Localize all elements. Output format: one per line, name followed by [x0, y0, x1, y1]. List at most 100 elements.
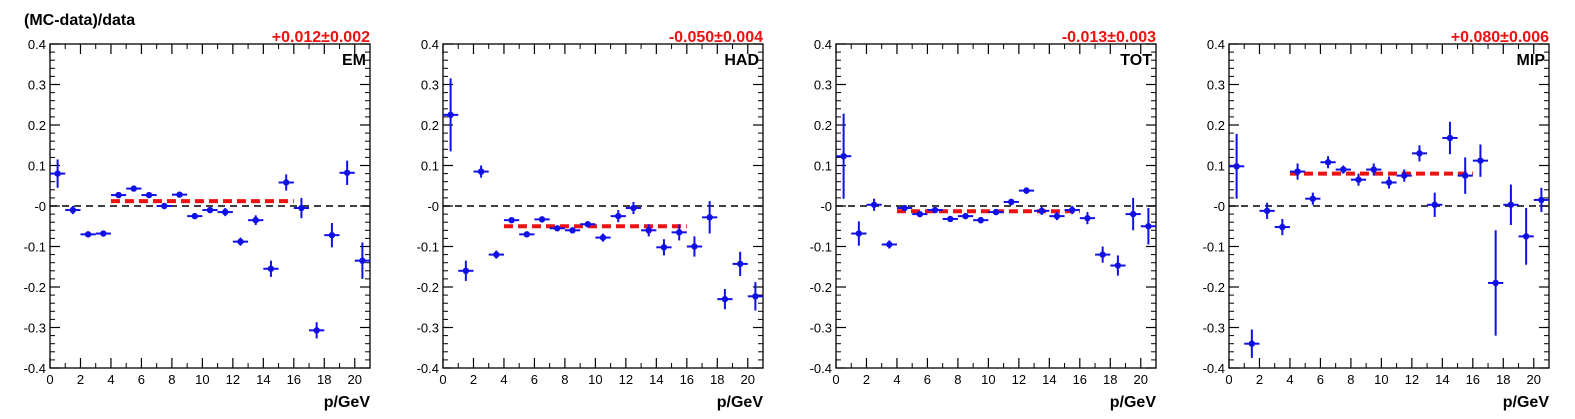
data-marker — [191, 212, 198, 220]
data-marker — [508, 216, 515, 224]
data-marker — [1114, 262, 1122, 269]
data-point — [656, 239, 672, 256]
data-point — [1125, 197, 1141, 231]
data-point — [50, 159, 66, 188]
y-tick-label: -0.3 — [1203, 321, 1225, 336]
data-point — [1003, 198, 1019, 206]
data-marker — [1340, 166, 1347, 173]
x-tick-label: 10 — [588, 372, 602, 387]
data-marker — [615, 212, 622, 220]
data-point — [1034, 206, 1050, 215]
x-axis-title: p/GeV — [1503, 394, 1550, 411]
x-tick-label: 10 — [195, 372, 209, 387]
data-marker — [554, 225, 561, 232]
y-tick-label: -0.4 — [1203, 361, 1225, 376]
data-point — [851, 221, 867, 246]
data-marker — [1248, 340, 1256, 347]
data-point — [80, 231, 96, 238]
data-marker — [706, 214, 713, 221]
y-tick-label: -0.2 — [24, 280, 46, 295]
x-tick-label: 14 — [256, 372, 270, 387]
y-tick-label: 0.1 — [28, 159, 46, 174]
x-tick-label: 18 — [1103, 372, 1117, 387]
data-marker — [1370, 166, 1377, 173]
data-point — [1411, 145, 1428, 162]
data-point — [1396, 169, 1412, 182]
data-point — [110, 191, 127, 199]
data-point — [202, 206, 218, 214]
data-marker — [115, 191, 122, 199]
data-point — [1533, 187, 1549, 213]
data-marker — [840, 152, 847, 160]
data-marker — [237, 238, 244, 245]
panel-mip: -0.4 -0.3 -0.2 -0.1 -0 0.1 0.2 0.3 0.4 0 2 4 6 8 10 12 1… — [1203, 29, 1550, 411]
x-axis-title: p/GeV — [717, 394, 764, 411]
data-point — [1381, 176, 1397, 189]
data-marker — [328, 231, 336, 239]
data-point — [217, 208, 233, 217]
y-tick-label: 0.2 — [1207, 118, 1225, 133]
data-marker — [359, 257, 366, 264]
data-marker — [1233, 163, 1240, 170]
x-tick-label: 16 — [1466, 372, 1480, 387]
data-point — [309, 322, 325, 339]
x-axis-title: p/GeV — [324, 394, 371, 411]
x-tick-label: 20 — [348, 372, 362, 387]
data-point — [293, 197, 310, 219]
data-point — [534, 216, 550, 223]
data-point — [836, 113, 852, 199]
data-marker — [298, 204, 305, 212]
data-marker — [1355, 176, 1362, 183]
data-marker — [161, 202, 168, 210]
y-tick-label: -0.3 — [24, 321, 46, 336]
data-marker — [1008, 198, 1015, 206]
data-point — [973, 216, 989, 224]
data-point — [1335, 165, 1351, 174]
data-point — [126, 185, 142, 192]
data-point — [324, 223, 340, 248]
y-tick-label: -0.2 — [810, 280, 832, 295]
data-marker — [282, 179, 290, 186]
data-marker — [130, 185, 138, 192]
x-tick-label: 4 — [107, 372, 114, 387]
data-marker — [1129, 210, 1137, 218]
data-marker — [100, 230, 107, 237]
x-tick-label: 0 — [46, 372, 53, 387]
y-tick-label: 0.3 — [28, 78, 46, 93]
data-point — [625, 201, 642, 215]
data-marker — [599, 234, 607, 241]
data-marker — [645, 227, 652, 234]
panel-em: -0.4 -0.3 -0.2 -0.1 -0 0.1 0.2 0.3 0.4 0 2 4 6 8 10 12 1… — [24, 29, 371, 411]
y-tick-label: -0.3 — [810, 321, 832, 336]
data-point — [1259, 202, 1275, 219]
data-point — [1305, 192, 1321, 205]
y-tick-label: 0.3 — [1207, 78, 1225, 93]
data-point — [95, 230, 111, 237]
data-point — [671, 224, 687, 241]
y-tick-label: 0.1 — [421, 159, 439, 174]
x-tick-label: 0 — [439, 372, 446, 387]
data-marker — [206, 206, 214, 214]
x-tick-label: 14 — [1042, 372, 1056, 387]
data-point — [1274, 218, 1290, 236]
data-point — [65, 206, 81, 215]
data-point — [896, 204, 913, 212]
y-tick-label: -0.1 — [810, 240, 832, 255]
data-point — [443, 78, 459, 152]
panel-label: MIP — [1517, 52, 1546, 69]
x-tick-label: 12 — [1405, 372, 1419, 387]
data-marker — [1053, 212, 1061, 220]
data-marker — [176, 191, 183, 198]
data-marker — [1401, 172, 1408, 179]
data-marker — [916, 210, 924, 218]
data-marker — [1416, 150, 1423, 157]
data-point — [141, 191, 157, 199]
data-marker — [1385, 179, 1393, 186]
y-tick-label: -0.3 — [417, 321, 439, 336]
y-tick-label: -0 — [427, 199, 439, 214]
x-tick-label: 6 — [1317, 372, 1324, 387]
y-tick-label: -0 — [1213, 199, 1225, 214]
x-tick-label: 8 — [954, 372, 961, 387]
data-marker — [584, 221, 591, 228]
